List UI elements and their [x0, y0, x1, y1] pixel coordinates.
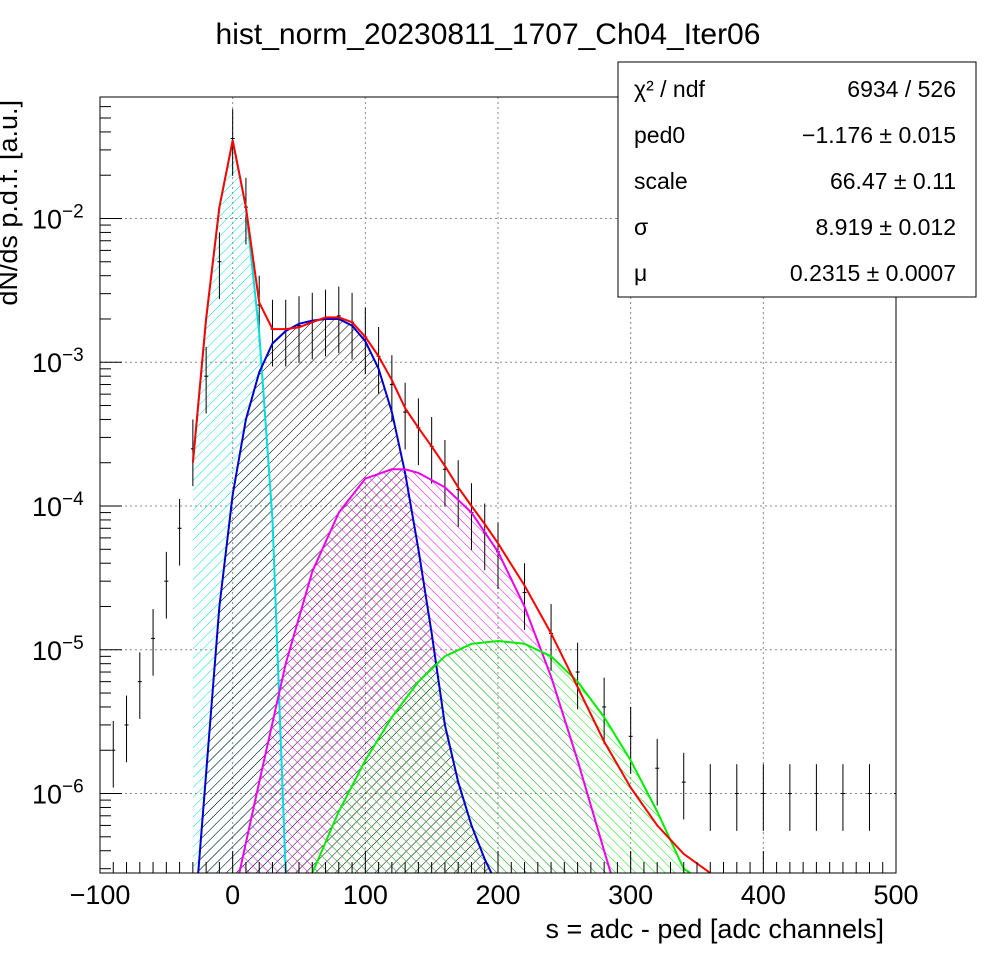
- x-tick-label: 500: [873, 880, 918, 910]
- stats-box-frame: [617, 61, 977, 298]
- x-tick-label: 300: [608, 880, 653, 910]
- curve-2-pe: [238, 468, 612, 873]
- stats-value: 66.47 ± 0.11: [830, 168, 956, 194]
- stats-name: μ: [634, 260, 647, 286]
- y-axis: 10−6 10−5 10−4 10−3 10−2: [32, 96, 122, 870]
- y-tick-label: 10−3: [32, 345, 84, 378]
- stats-name: χ² / ndf: [634, 76, 705, 102]
- y-axis-label: dN/ds p.d.f. [a.u.]: [0, 100, 23, 306]
- x-tick-label: 0: [225, 880, 240, 910]
- chart-title: hist_norm_20230811_1707_Ch04_Iter06: [216, 18, 761, 51]
- x-tick-label: 400: [741, 880, 786, 910]
- y-tick-label: 10−2: [32, 201, 84, 234]
- stats-value: −1.176 ± 0.015: [802, 122, 956, 148]
- x-tick-label: 200: [475, 880, 520, 910]
- x-axis: −100 0 100 200 300 400 500: [70, 851, 919, 910]
- component-fills: [192, 140, 691, 873]
- fit-curves: [191, 140, 711, 873]
- stats-name: scale: [634, 168, 688, 194]
- curve-1-pe: [197, 318, 493, 873]
- x-axis-label: s = adc - ped [adc channels]: [546, 914, 884, 944]
- histogram: [100, 109, 896, 831]
- stats-value: 0.2315 ± 0.0007: [790, 260, 956, 286]
- curve-3-pe: [311, 639, 691, 873]
- x-tick-label: −100: [70, 880, 131, 910]
- stats-box: χ² / ndf 6934 / 526 ped0 −1.176 ± 0.015 scal…: [617, 61, 977, 298]
- stats-name: ped0: [634, 122, 685, 148]
- y-tick-label: 10−5: [32, 633, 84, 666]
- stats-name: σ: [634, 214, 648, 240]
- stats-value: 6934 / 526: [847, 76, 956, 102]
- x-tick-label: 100: [343, 880, 388, 910]
- y-tick-label: 10−4: [32, 489, 84, 522]
- curve-total-fit: [191, 140, 711, 873]
- stats-value: 8.919 ± 0.012: [815, 214, 956, 240]
- y-tick-label: 10−6: [32, 777, 84, 810]
- fill-3-pe: [312, 641, 691, 873]
